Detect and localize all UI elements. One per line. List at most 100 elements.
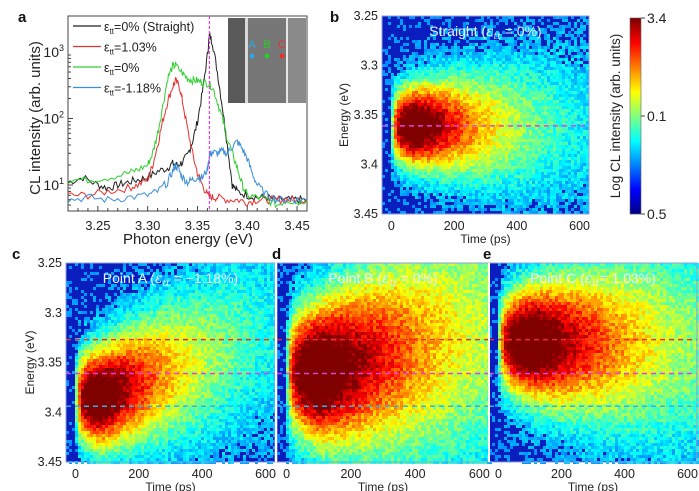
heatmap-cell [556,130,559,133]
heatmap-cell [409,172,412,175]
colorbar-segment [630,166,641,168]
heatmap-cell [430,175,433,178]
heatmap-cell [535,163,538,166]
heatmap-cell [487,196,490,199]
heatmap-cell [445,145,448,148]
heatmap-cell [439,121,442,124]
heatmap-cell [502,202,505,205]
heatmap-cell [409,58,412,61]
heatmap-cell [565,193,568,196]
heatmap-cell [403,193,406,196]
heatmap-cell [484,46,487,49]
heatmap-cell [439,109,442,112]
heatmap-cell [460,58,463,61]
heatmap-cell [102,389,105,392]
heatmap-cell [529,82,532,85]
heatmap-cell [415,184,418,187]
colorbar-segment [630,189,641,191]
heatmap-cell [481,112,484,115]
heatmap-cell [427,49,430,52]
heatmap-cell [577,157,580,160]
heatmap-cell [469,121,472,124]
heatmap-cell [541,196,544,199]
heatmap-cell [472,184,475,187]
heatmap-cell [496,118,499,121]
heatmap-cell [586,52,589,55]
heatmap-cell [574,193,577,196]
heatmap-cell [583,139,586,142]
colorbar-segment [630,67,641,69]
heatmap-cell [117,413,120,416]
heatmap-cell [580,178,583,181]
colorbar-segment [630,182,641,184]
heatmap-cell [451,49,454,52]
heatmap-cell [412,151,415,154]
heatmap-cell [424,70,427,73]
heatmap-cell [517,109,520,112]
heatmap-cell [93,353,96,356]
heatmap-cell [553,82,556,85]
heatmap-cell [499,61,502,64]
colorbar-segment [630,21,641,23]
colorbar-segment [630,137,641,139]
heatmap-cell [493,142,496,145]
heatmap-cell [568,76,571,79]
heatmap-cell [469,115,472,118]
heatmap-cell [526,58,529,61]
heatmap-cell [532,121,535,124]
heatmap-cell [511,49,514,52]
heatmap-cell [451,181,454,184]
heatmap-cell [511,118,514,121]
heatmap-cell [535,106,538,109]
heatmap-cell [120,350,123,353]
heatmap-cell [490,133,493,136]
heatmap-cell [550,145,553,148]
heatmap-cell [493,91,496,94]
heatmap-cell [562,151,565,154]
heatmap-cell [415,118,418,121]
heatmap-cell [529,88,532,91]
heatmap-cell [120,446,123,449]
heatmap-cell [541,178,544,181]
heatmap-cell [481,64,484,67]
heatmap-cell [421,190,424,193]
heatmap-cell [442,91,445,94]
heatmap-cell [517,145,520,148]
heatmap-cell [424,103,427,106]
series-line [67,139,308,205]
colorbar-segment [630,99,641,101]
heatmap-cell [460,157,463,160]
heatmap-cell [114,401,117,404]
heatmap-cell [442,169,445,172]
heatmap-cell [484,85,487,88]
heatmap-cell [451,169,454,172]
heatmap-cell [427,76,430,79]
heatmap-cell [478,145,481,148]
colorbar-segment [630,28,641,30]
heatmap-cell [550,25,553,28]
heatmap-cell [556,34,559,37]
heatmap-cell [490,82,493,85]
heatmap-cell [415,46,418,49]
heatmap-cell [448,55,451,58]
heatmap-cell [418,208,421,211]
heatmap-cell [81,431,84,434]
heatmap-cell [424,82,427,85]
heatmap-cell [81,410,84,413]
heatmap-cell [460,64,463,67]
heatmap-cell [484,73,487,76]
heatmap-cell [526,127,529,130]
heatmap-cell [87,380,90,383]
heatmap-cell [526,25,529,28]
heatmap-cell [400,49,403,52]
heatmap-cell [562,49,565,52]
heatmap-cell [415,145,418,148]
heatmap-cell [436,175,439,178]
heatmap-cell [448,199,451,202]
heatmap-cell [544,196,547,199]
heatmap-cell [114,332,117,335]
heatmap-cell [478,112,481,115]
heatmap-cell [583,100,586,103]
heatmap-cell [475,148,478,151]
heatmap-cell [577,172,580,175]
